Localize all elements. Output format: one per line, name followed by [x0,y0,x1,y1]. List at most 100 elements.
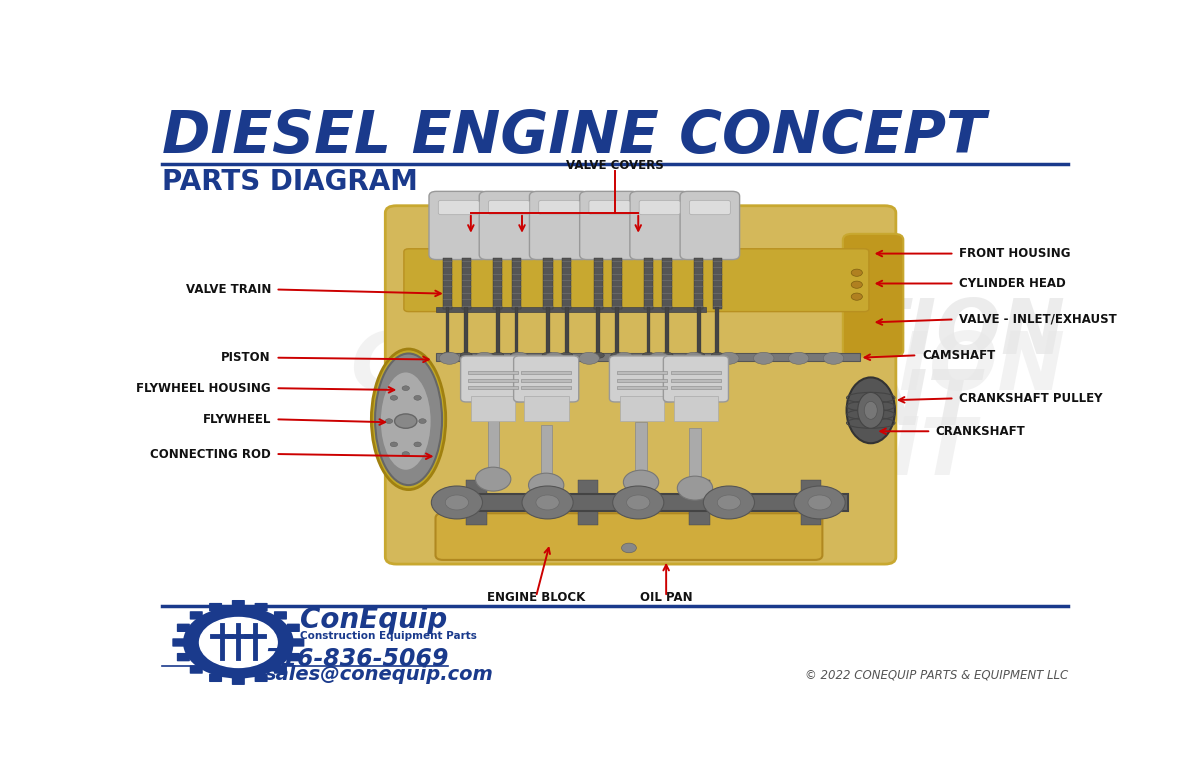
Ellipse shape [376,354,442,485]
Bar [467,480,487,525]
Circle shape [402,386,409,391]
Text: VALVE TRAIN: VALVE TRAIN [186,283,271,296]
Ellipse shape [593,352,605,358]
FancyBboxPatch shape [176,624,190,632]
Bar [521,378,571,382]
Ellipse shape [684,352,704,364]
Circle shape [419,419,426,423]
Ellipse shape [474,352,494,364]
Bar [438,494,847,510]
Circle shape [851,293,863,300]
Ellipse shape [522,486,574,519]
Circle shape [402,451,409,456]
Bar [511,258,521,308]
FancyBboxPatch shape [287,624,300,632]
Text: OIL PAN: OIL PAN [640,591,692,604]
Ellipse shape [712,352,724,358]
Ellipse shape [808,495,832,510]
FancyBboxPatch shape [539,200,580,214]
Bar [636,423,647,491]
Ellipse shape [692,352,704,358]
Bar [445,307,450,354]
Bar [565,307,569,354]
Bar [665,307,668,354]
FancyBboxPatch shape [292,638,305,646]
Bar [671,378,721,382]
Bar [715,307,719,354]
Ellipse shape [460,352,473,358]
Ellipse shape [509,352,529,364]
Text: CONSTRUCTION
EQUIPMENT
PARTS: CONSTRUCTION EQUIPMENT PARTS [350,329,1066,575]
Bar [689,480,710,525]
Bar [673,396,719,421]
Ellipse shape [445,495,468,510]
FancyBboxPatch shape [254,603,268,611]
FancyBboxPatch shape [190,611,203,619]
Circle shape [414,442,421,447]
FancyBboxPatch shape [529,191,589,260]
Ellipse shape [578,352,599,364]
FancyBboxPatch shape [580,191,640,260]
Bar [647,307,650,354]
Bar [493,258,503,308]
Text: ConEquip: ConEquip [300,606,446,634]
Ellipse shape [718,495,740,510]
Circle shape [390,442,397,447]
FancyBboxPatch shape [514,356,578,402]
Bar [462,258,470,308]
Bar [644,258,653,308]
Ellipse shape [623,470,659,494]
Text: FLYWHEEL HOUSING: FLYWHEEL HOUSING [137,382,271,395]
Ellipse shape [649,352,670,364]
Circle shape [851,269,863,277]
Ellipse shape [431,486,482,519]
Ellipse shape [788,352,809,364]
FancyBboxPatch shape [190,665,203,674]
Ellipse shape [626,495,650,510]
FancyBboxPatch shape [209,674,222,682]
Bar [612,258,622,308]
Ellipse shape [754,352,774,364]
Ellipse shape [613,486,664,519]
Bar [562,258,571,308]
FancyBboxPatch shape [689,200,731,214]
FancyBboxPatch shape [430,191,488,260]
Ellipse shape [864,402,877,420]
Ellipse shape [442,352,454,358]
Text: Construction Equipment Parts: Construction Equipment Parts [300,632,476,642]
Ellipse shape [380,371,431,470]
FancyBboxPatch shape [438,200,479,214]
Circle shape [622,543,636,552]
Bar [468,386,518,388]
Bar [546,307,550,354]
Ellipse shape [823,352,844,364]
Text: CRANKSHAFT: CRANKSHAFT [936,425,1026,437]
FancyBboxPatch shape [232,600,245,608]
Ellipse shape [371,349,445,490]
FancyBboxPatch shape [664,356,728,402]
Text: CAMSHAFT: CAMSHAFT [922,349,995,362]
Text: CONSTRUCTION: CONSTRUCTION [388,295,1066,370]
FancyBboxPatch shape [287,653,300,661]
Ellipse shape [858,392,883,428]
Ellipse shape [439,352,460,364]
Ellipse shape [528,473,564,497]
Circle shape [395,414,416,428]
Ellipse shape [677,476,713,500]
Bar [524,396,569,421]
FancyBboxPatch shape [640,200,680,214]
Bar [617,386,667,388]
FancyBboxPatch shape [385,206,896,564]
FancyBboxPatch shape [488,200,529,214]
Ellipse shape [642,352,654,358]
Bar [487,420,499,488]
Bar [689,428,701,497]
Bar [464,307,468,354]
Bar [616,307,619,354]
Circle shape [199,618,277,667]
FancyBboxPatch shape [232,677,245,685]
Ellipse shape [614,352,635,364]
Circle shape [851,281,863,288]
Bar [468,378,518,382]
Bar [596,307,600,354]
